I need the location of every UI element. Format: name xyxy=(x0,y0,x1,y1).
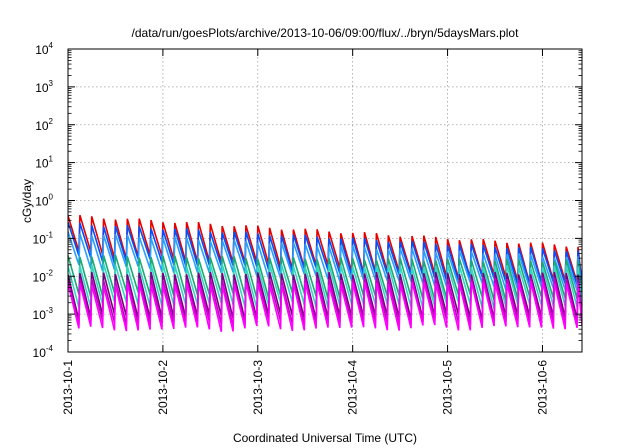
y-tick-label: 100 xyxy=(35,193,53,209)
x-tick-label: 2013-10-5 xyxy=(441,360,455,415)
y-tick-label: 103 xyxy=(35,79,53,95)
y-tick-label: 10-3 xyxy=(33,306,54,322)
y-tick-label: 102 xyxy=(35,117,53,133)
x-tick-label: 2013-10-4 xyxy=(346,360,360,415)
series-line-4 xyxy=(68,254,582,302)
y-tick-label: 10-1 xyxy=(33,230,54,246)
x-tick-label: 2013-10-2 xyxy=(156,360,170,415)
y-tick-label: 101 xyxy=(35,155,53,171)
x-tick-label: 2013-10-6 xyxy=(535,360,549,415)
series-line-1 xyxy=(68,214,582,285)
chart-title: /data/run/goesPlots/archive/2013-10-06/0… xyxy=(132,26,520,40)
axis-ticks: 10-4 10-3 10-2 10-1 100 101 102 103 104 2013-10-1… xyxy=(33,41,582,415)
x-axis-label: Coordinated Universal Time (UTC) xyxy=(233,431,417,445)
y-tick-label: 104 xyxy=(35,41,53,57)
series-line-8 xyxy=(68,281,582,332)
y-axis-label: cGy/day xyxy=(20,179,34,223)
series-lines xyxy=(68,214,582,332)
series-line-7 xyxy=(68,276,582,327)
series-line-2 xyxy=(68,221,582,287)
series-line-5 xyxy=(68,263,582,310)
series-line-3 xyxy=(68,231,582,294)
y-tick-label: 10-4 xyxy=(33,344,54,360)
x-tick-label: 2013-10-1 xyxy=(61,360,75,415)
x-tick-label: 2013-10-3 xyxy=(251,360,265,415)
series-line-6 xyxy=(68,271,582,321)
y-tick-label: 10-2 xyxy=(33,268,54,284)
